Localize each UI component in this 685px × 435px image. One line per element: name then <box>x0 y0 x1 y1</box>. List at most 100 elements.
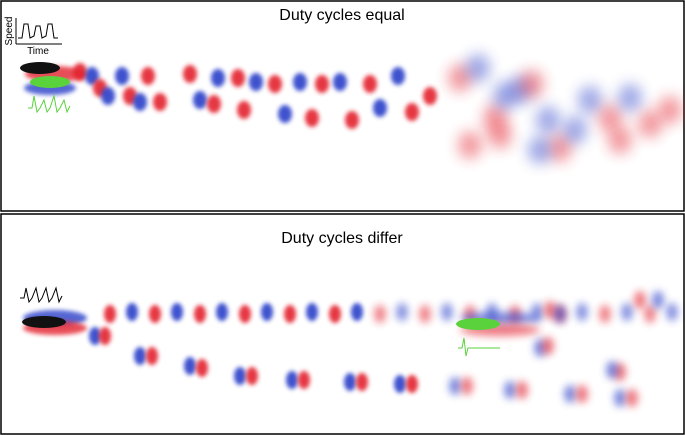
vortex <box>608 126 632 154</box>
vortex <box>606 361 618 379</box>
vortex <box>115 67 129 85</box>
vortex <box>315 75 329 93</box>
speed-trace <box>18 23 58 39</box>
vortex <box>394 375 406 393</box>
swimmer <box>22 316 66 328</box>
vortex <box>621 303 633 321</box>
vortex <box>184 357 196 375</box>
vortex <box>207 95 221 113</box>
vortex <box>133 93 147 111</box>
vortex <box>618 84 642 112</box>
vortex <box>344 373 356 391</box>
vortex <box>333 73 347 91</box>
vortex-wake <box>20 54 682 407</box>
vortex <box>237 101 251 119</box>
panel-title: Duty cycles differ <box>281 230 403 247</box>
vortex <box>598 104 622 132</box>
vortex <box>329 305 341 323</box>
vortex <box>391 67 405 85</box>
speed-inset: Speed Time <box>4 17 62 57</box>
vortex <box>419 305 431 323</box>
swimmer <box>20 62 60 74</box>
vortex <box>305 109 319 127</box>
vortex <box>171 303 183 321</box>
vortex <box>99 327 111 345</box>
vortex <box>504 381 516 399</box>
vortex <box>89 327 101 345</box>
vortex <box>423 87 437 105</box>
vortex <box>638 110 662 138</box>
vortex <box>141 67 155 85</box>
inset-x-label: Time <box>27 46 49 57</box>
vortex <box>374 305 386 323</box>
vortex <box>284 305 296 323</box>
vortex <box>405 103 419 121</box>
vortex <box>146 347 158 365</box>
vortex <box>356 373 368 391</box>
vortex <box>488 121 512 149</box>
vortex <box>461 377 473 395</box>
vortex <box>666 303 678 321</box>
vortex <box>599 305 611 323</box>
vortex <box>101 87 115 105</box>
vortex <box>441 303 453 321</box>
vortex <box>351 303 363 321</box>
vortex <box>544 301 556 319</box>
vortex <box>278 105 292 123</box>
vortex <box>194 305 206 323</box>
vortex <box>104 305 116 323</box>
vortex <box>578 86 602 114</box>
vortex <box>626 389 638 407</box>
vortex <box>448 64 472 92</box>
vortex <box>363 75 377 93</box>
vortex <box>239 305 251 323</box>
vortex <box>466 54 490 82</box>
vortex <box>563 116 587 144</box>
speed-trace <box>20 286 63 304</box>
vortex <box>652 291 664 309</box>
vortex <box>536 106 560 134</box>
vortex <box>149 305 161 323</box>
vortex <box>193 91 207 109</box>
vortex <box>126 303 138 321</box>
vortex <box>406 375 418 393</box>
vortex <box>261 303 273 321</box>
vortex <box>576 303 588 321</box>
vortex <box>234 367 246 385</box>
inset-y-label: Speed <box>4 17 15 46</box>
panel-title: Duty cycles equal <box>279 7 404 24</box>
vortex <box>644 305 656 323</box>
vortex <box>211 69 225 87</box>
vortex <box>564 385 576 403</box>
vortex <box>576 385 588 403</box>
vortex <box>458 131 482 159</box>
vortex <box>134 347 146 365</box>
vortex <box>449 377 461 395</box>
speed-trace <box>28 94 71 114</box>
vortex <box>249 73 263 91</box>
vortex <box>246 367 258 385</box>
vortex <box>196 359 208 377</box>
vortex <box>306 303 318 321</box>
vortex <box>373 99 387 117</box>
vortex <box>520 70 544 98</box>
vortex <box>231 69 245 87</box>
vortex <box>634 291 646 309</box>
vortex <box>658 96 682 124</box>
vortex <box>153 93 167 111</box>
vortex <box>396 303 408 321</box>
vortex <box>345 111 359 129</box>
vortex <box>528 136 552 164</box>
swimmer <box>456 318 500 330</box>
vortex <box>85 67 99 85</box>
top-panel <box>0 0 685 212</box>
vortex <box>286 371 298 389</box>
vortex <box>298 371 310 389</box>
vortex <box>293 73 307 91</box>
vortex <box>554 305 566 323</box>
speed-trace <box>458 337 500 357</box>
vortex <box>548 134 572 162</box>
vortex <box>216 303 228 321</box>
vortex <box>183 65 197 83</box>
